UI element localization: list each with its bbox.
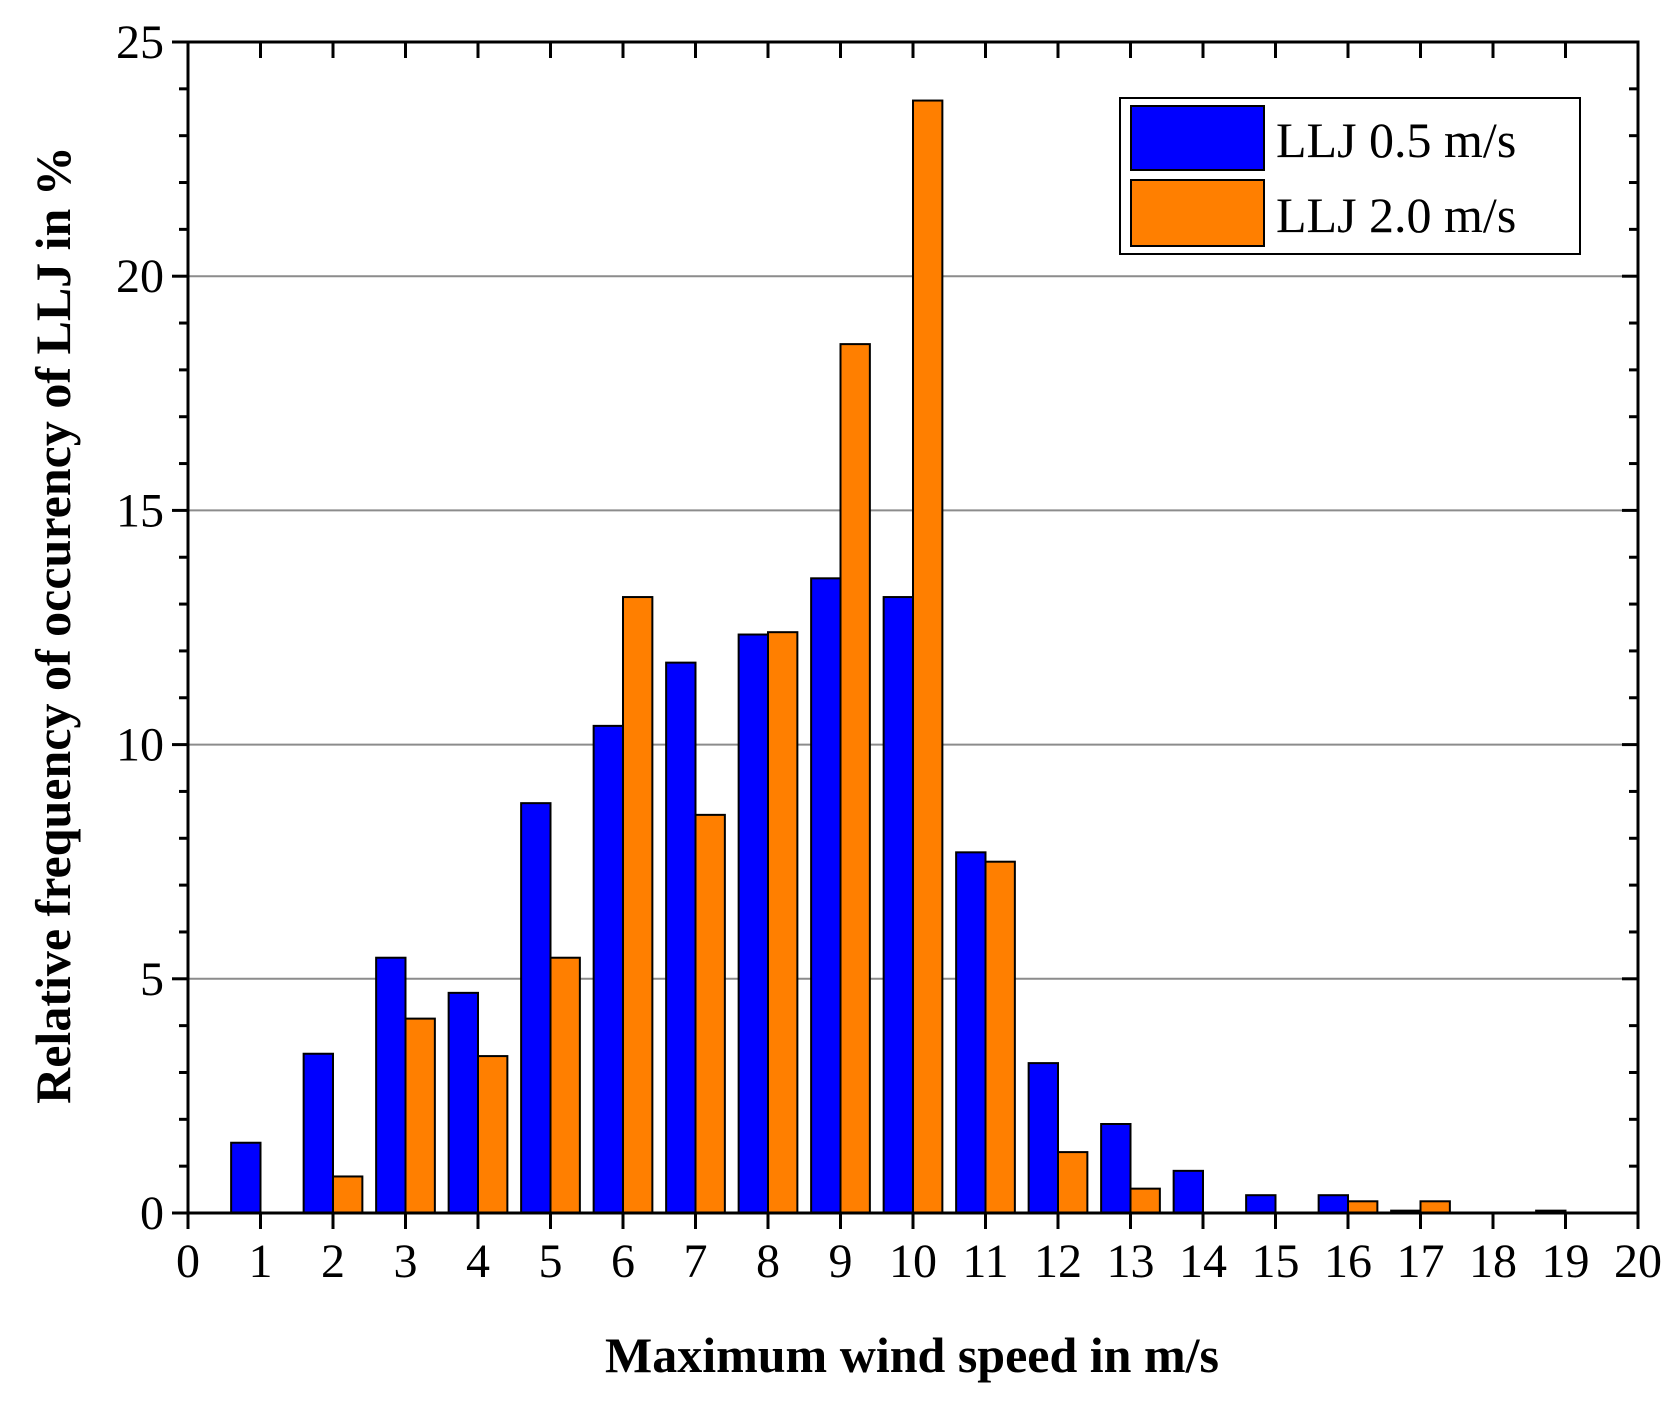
legend-swatch-llj-0-5 — [1130, 105, 1265, 171]
x-tick-label: 17 — [1397, 1235, 1445, 1288]
bar-llj-2-0-3 — [404, 1017, 436, 1215]
bar-llj-0-5-16 — [1317, 1194, 1349, 1215]
bar-llj-0-5-4 — [447, 991, 480, 1214]
bar-llj-2-0-6 — [622, 596, 654, 1214]
bar-llj-2-0-16 — [1347, 1200, 1379, 1215]
x-tick-label: 8 — [756, 1235, 780, 1288]
bar-llj-2-0-8 — [767, 631, 799, 1214]
bar-llj-0-5-9 — [810, 577, 842, 1214]
bar-llj-2-0-11 — [984, 860, 1016, 1214]
bar-llj-0-5-11 — [955, 851, 987, 1214]
legend-label-llj-0-5: LLJ 0.5 m/s — [1276, 112, 1516, 168]
bar-llj-0-5-6 — [592, 724, 625, 1214]
bar-llj-0-5-5 — [520, 802, 552, 1215]
y-axis-title: Relative frequency of occurency of LLJ i… — [25, 146, 81, 1104]
bar-llj-0-5-7 — [665, 661, 697, 1214]
x-tick-label: 2 — [321, 1235, 345, 1288]
y-tick-label: 0 — [140, 1187, 164, 1240]
x-tick-label: 19 — [1542, 1235, 1590, 1288]
bar-llj-0-5-12 — [1027, 1062, 1059, 1215]
x-tick-label: 1 — [249, 1235, 273, 1288]
x-tick-label: 13 — [1107, 1235, 1155, 1288]
bar-llj-0-5-14 — [1172, 1169, 1204, 1214]
tick-labels: 0 1 2 3 4 5 6 7 8 9 10 11 12 13 14 15 16 17 18 19 2005101520… — [116, 16, 1662, 1288]
bar-llj-2-0-7 — [694, 813, 726, 1214]
bar-llj-2-0-4 — [477, 1055, 509, 1215]
bar-llj-2-0-2 — [332, 1175, 364, 1215]
x-tick-label: 9 — [829, 1235, 853, 1288]
legend: LLJ 0.5 m/s LLJ 2.0 m/s — [1119, 97, 1581, 255]
bar-llj-0-5-2 — [302, 1052, 335, 1215]
bar-llj-2-0-12 — [1057, 1151, 1089, 1215]
bar-llj-2-0-5 — [549, 956, 581, 1214]
bar-llj-0-5-8 — [737, 633, 770, 1214]
x-tick-label: 5 — [539, 1235, 563, 1288]
bar-llj-2-0-17 — [1419, 1200, 1451, 1215]
x-tick-label: 12 — [1034, 1235, 1082, 1288]
legend-swatch-llj-2-0 — [1130, 179, 1265, 247]
x-tick-label: 7 — [684, 1235, 708, 1288]
y-tick-label: 5 — [140, 953, 164, 1006]
x-tick-label: 15 — [1252, 1235, 1300, 1288]
y-tick-label: 25 — [116, 16, 164, 69]
bar-llj-0-5-10 — [882, 596, 915, 1214]
x-axis-title: Maximum wind speed in m/s — [605, 1327, 1219, 1383]
bar-llj-2-0-13 — [1129, 1187, 1161, 1214]
bar-llj-0-5-1 — [230, 1141, 262, 1214]
x-tick-label: 0 — [176, 1235, 200, 1288]
x-tick-label: 10 — [889, 1235, 937, 1288]
x-tick-label: 4 — [466, 1235, 490, 1288]
x-tick-label: 20 — [1614, 1235, 1662, 1288]
legend-label-llj-2-0: LLJ 2.0 m/s — [1276, 187, 1516, 243]
x-tick-label: 18 — [1469, 1235, 1517, 1288]
bar-llj-0-5-13 — [1100, 1123, 1132, 1215]
y-tick-label: 10 — [116, 719, 164, 772]
x-tick-label: 16 — [1324, 1235, 1372, 1288]
x-tick-label: 14 — [1179, 1235, 1227, 1288]
y-tick-label: 20 — [116, 250, 164, 303]
x-tick-label: 11 — [962, 1235, 1008, 1288]
bars — [230, 99, 1567, 1215]
bar-llj-2-0-10 — [912, 99, 944, 1214]
bar-llj-0-5-15 — [1245, 1194, 1277, 1215]
axes — [172, 40, 1640, 1229]
bar-llj-0-5-3 — [375, 956, 407, 1214]
x-tick-label: 6 — [611, 1235, 635, 1288]
y-tick-label: 15 — [116, 484, 164, 537]
bar-llj-2-0-9 — [839, 343, 871, 1215]
x-tick-label: 3 — [394, 1235, 418, 1288]
